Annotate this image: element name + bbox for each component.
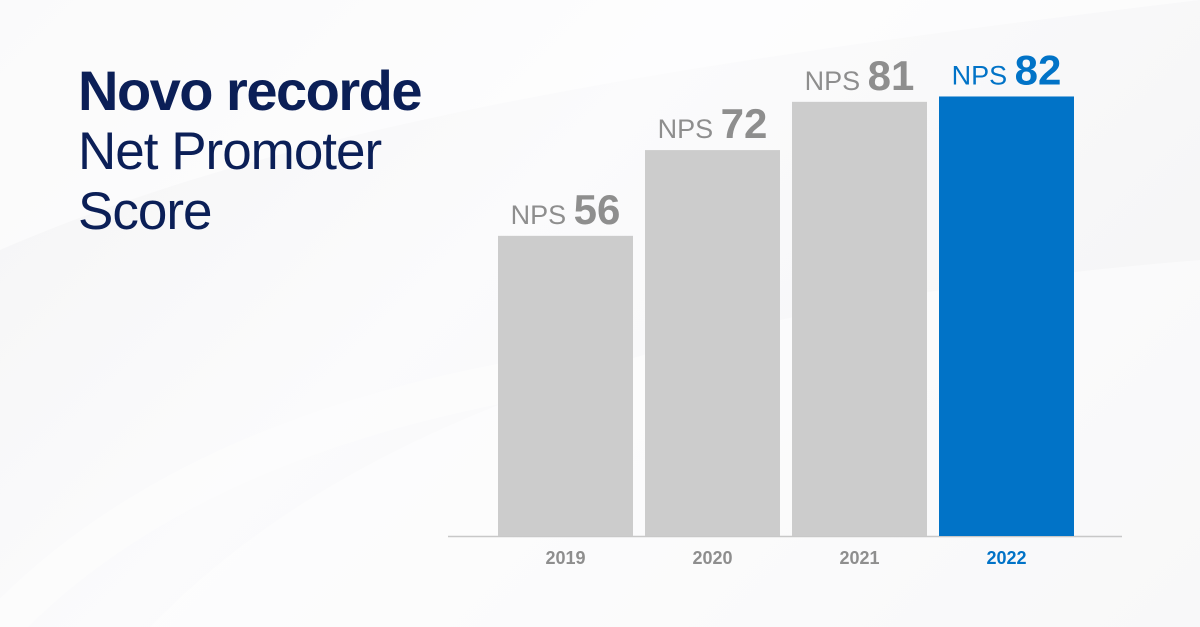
value-label-prefix: NPS [805, 66, 868, 96]
headline-subtitle-line-1: Net Promoter [78, 122, 382, 181]
value-label-number: 56 [574, 186, 621, 233]
value-label-2020: NPS 72 [658, 100, 768, 147]
value-label-2019: NPS 56 [511, 186, 621, 233]
bar-2020 [645, 150, 780, 536]
value-label-2022: NPS 82 [952, 46, 1062, 93]
tick-label-2020: 2020 [692, 548, 732, 568]
value-label-prefix: NPS [952, 60, 1015, 90]
bar-2021 [792, 101, 927, 536]
headline-subtitle-line-2: Score [78, 182, 212, 241]
value-label-number: 81 [868, 52, 915, 99]
tick-label-2021: 2021 [839, 548, 879, 568]
bar-2019 [498, 235, 633, 536]
value-label-2021: NPS 81 [805, 52, 915, 99]
bar-2022 [939, 96, 1074, 536]
value-label-number: 82 [1015, 46, 1062, 93]
bars [498, 96, 1074, 536]
tick-label-2019: 2019 [545, 548, 585, 568]
value-label-prefix: NPS [658, 114, 721, 144]
headline-title: Novo recorde [78, 59, 423, 122]
tick-label-2022: 2022 [986, 548, 1026, 568]
headline: Novo recorde Net Promoter Score [78, 60, 498, 242]
value-label-prefix: NPS [511, 200, 574, 230]
value-label-number: 72 [721, 100, 768, 147]
x-tick-labels: 2019 2020 2021 2022 [545, 548, 1026, 568]
